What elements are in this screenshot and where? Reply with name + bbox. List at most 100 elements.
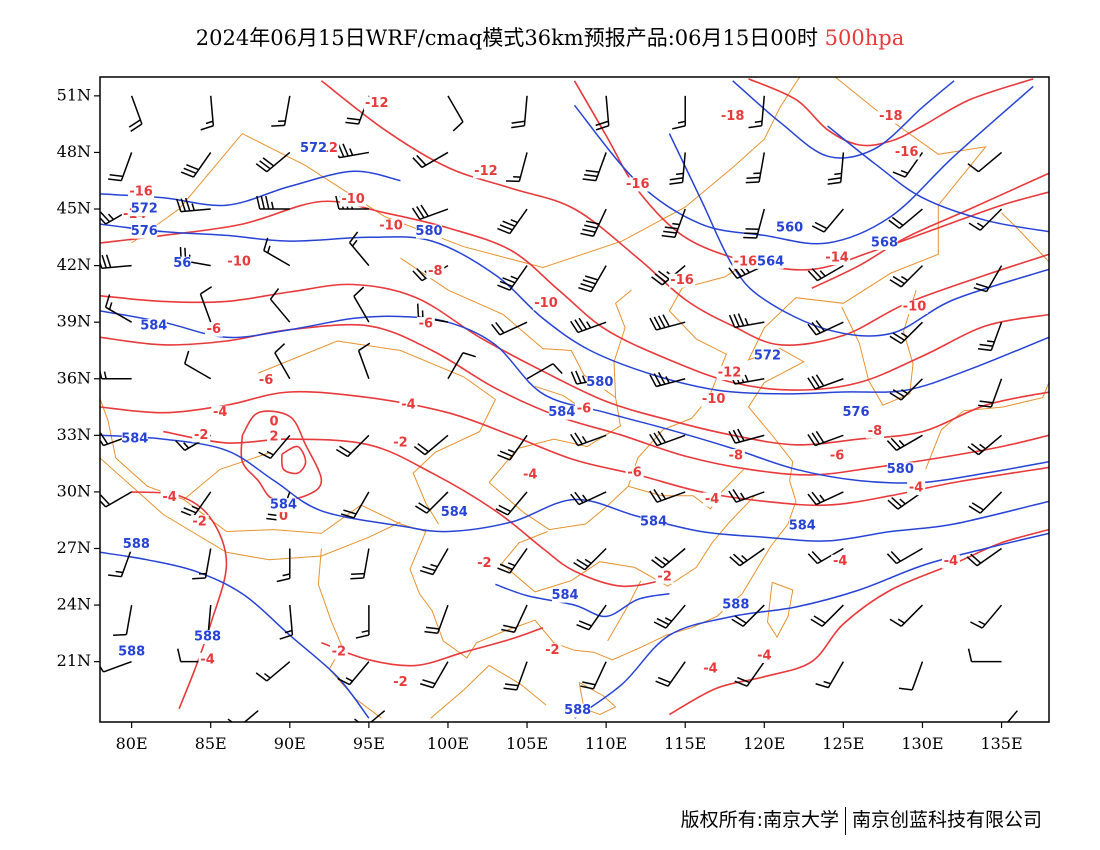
wind-barb bbox=[526, 363, 563, 380]
temperature-label-bg bbox=[732, 254, 759, 269]
temperature-label-bg bbox=[624, 177, 651, 192]
temperature-label: -16 bbox=[734, 254, 758, 269]
border-line bbox=[1001, 212, 1049, 263]
wind-barb bbox=[503, 661, 528, 691]
border-line bbox=[100, 77, 987, 661]
height-label-bg bbox=[757, 254, 784, 269]
temperature-label: -2 bbox=[545, 643, 559, 658]
wind-barb bbox=[807, 320, 844, 336]
temperature-label: 2 bbox=[269, 430, 278, 445]
height-label-bg bbox=[789, 518, 816, 533]
height-label: 588 bbox=[564, 703, 591, 718]
height-label: 584 bbox=[551, 588, 578, 603]
temperature-label-bg bbox=[416, 317, 435, 332]
height-label-bg bbox=[270, 498, 297, 513]
temperature-label-bg bbox=[276, 509, 291, 524]
wind-barb bbox=[745, 152, 766, 184]
wind-barb bbox=[655, 661, 686, 687]
wind-barb bbox=[734, 661, 765, 687]
height-contour bbox=[732, 80, 955, 159]
wind-barb-layer bbox=[100, 95, 1018, 722]
temperature-label-bg bbox=[700, 392, 727, 407]
temperature-label-bg bbox=[426, 264, 445, 279]
temperature-label-bg bbox=[266, 415, 281, 430]
wind-barb bbox=[807, 264, 844, 282]
wind-barb bbox=[497, 265, 528, 291]
wind-barb bbox=[199, 286, 213, 323]
temperature-label-bg bbox=[901, 300, 928, 315]
wind-barb bbox=[649, 314, 686, 331]
temperature-contour bbox=[669, 528, 1049, 716]
temperature-label: -4 bbox=[705, 492, 719, 507]
wind-barb bbox=[340, 491, 370, 519]
wind-barb bbox=[415, 491, 449, 514]
temperature-label: -4 bbox=[833, 554, 847, 569]
temperature-label: -10 bbox=[903, 300, 927, 315]
temperature-label: -4 bbox=[944, 554, 958, 569]
x-tick-label: 125E bbox=[822, 734, 864, 753]
wind-barb bbox=[889, 378, 923, 401]
temperature-label: -4 bbox=[162, 490, 176, 505]
wind-barb bbox=[576, 604, 607, 631]
height-label: 584 bbox=[640, 515, 667, 530]
wind-barb bbox=[424, 604, 449, 635]
wind-barb bbox=[743, 208, 766, 239]
wind-barb bbox=[255, 151, 291, 173]
temperature-contour bbox=[163, 430, 670, 588]
height-label-bg bbox=[552, 588, 579, 603]
temperature-label: -2 bbox=[332, 645, 346, 660]
temperature-label-bg bbox=[877, 109, 904, 124]
wind-barb bbox=[350, 548, 370, 580]
copyright-owner: 版权所有:南京大学 bbox=[680, 809, 839, 831]
height-contour bbox=[100, 310, 1049, 484]
x-tick-label: 135E bbox=[980, 734, 1022, 753]
temperature-label: -10 bbox=[702, 392, 726, 407]
title-level: 500hpa bbox=[824, 26, 905, 50]
height-label-bg bbox=[722, 598, 749, 613]
wind-barb bbox=[349, 231, 370, 267]
temperature-label-bg bbox=[391, 675, 410, 690]
height-label: 580 bbox=[415, 224, 442, 239]
x-tick-label: 115E bbox=[664, 734, 706, 753]
wind-barb bbox=[815, 661, 845, 689]
border-line bbox=[925, 382, 1049, 470]
temperature-label: -4 bbox=[523, 467, 537, 482]
temperature-label: -4 bbox=[703, 662, 717, 677]
temperature-label: -8 bbox=[729, 449, 743, 464]
height-label: 564 bbox=[757, 254, 784, 269]
wind-barb bbox=[274, 343, 291, 380]
y-tick-label: 42N bbox=[57, 255, 91, 274]
height-label-bg bbox=[441, 505, 468, 520]
height-label: 560 bbox=[776, 220, 803, 235]
wind-barb bbox=[580, 208, 607, 237]
wind-barb bbox=[649, 430, 686, 447]
wind-barb bbox=[419, 548, 449, 576]
wind-barb bbox=[807, 430, 844, 447]
wind-barb bbox=[582, 152, 607, 182]
wind-barb bbox=[497, 434, 528, 461]
x-tick-label: 105E bbox=[506, 734, 548, 753]
height-label: 584 bbox=[140, 318, 167, 333]
wind-barb bbox=[811, 208, 844, 233]
temperature-label: -8 bbox=[428, 264, 442, 279]
wind-barb bbox=[889, 265, 923, 288]
wind-barb bbox=[271, 95, 291, 127]
x-tick-label: 80E bbox=[116, 734, 148, 753]
height-label: 588 bbox=[123, 537, 150, 552]
wind-barb bbox=[269, 288, 291, 323]
height-label-bg bbox=[123, 537, 150, 552]
temperature-label-bg bbox=[128, 185, 155, 200]
wind-barb bbox=[256, 195, 290, 210]
x-tick-label: 100E bbox=[427, 734, 469, 753]
temperature-label-bg bbox=[824, 251, 851, 266]
wind-barb bbox=[412, 151, 449, 169]
temperature-label-bg bbox=[907, 481, 926, 496]
wind-barb bbox=[570, 432, 607, 447]
wind-barb bbox=[353, 286, 370, 323]
y-tick-label: 21N bbox=[57, 651, 91, 670]
wind-barb bbox=[966, 547, 1002, 567]
border-line bbox=[841, 289, 917, 406]
temperature-label: -16 bbox=[670, 273, 694, 288]
wind-barb bbox=[511, 95, 528, 129]
temperature-label-bg bbox=[521, 467, 540, 482]
